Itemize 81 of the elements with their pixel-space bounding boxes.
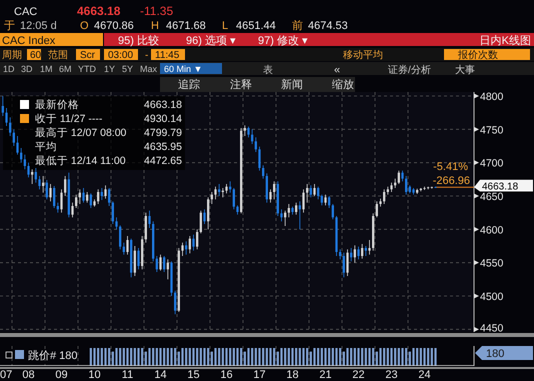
text: YTD — [78, 64, 96, 74]
y-tick-label: 4550 — [480, 258, 504, 270]
text: 3D — [21, 64, 34, 74]
annotation: 4635.95 — [144, 141, 182, 153]
y-tick-label: 4750 — [480, 124, 504, 136]
text: « — [334, 64, 340, 76]
x-tick-label: 11 — [122, 369, 134, 381]
text: 5Y — [122, 64, 134, 74]
x-tick-label: 07 — [0, 369, 12, 381]
text: 4663.18 — [77, 4, 121, 18]
text: 证券/分析 — [388, 64, 431, 76]
y-tick-label: 4600 — [480, 224, 504, 236]
x-tick-label: 22 — [352, 369, 365, 381]
text: 新闻 — [281, 78, 303, 91]
x-tick-label: 15 — [187, 369, 200, 381]
text: 96) 选项 ▾ — [186, 34, 236, 47]
text: 12:05 d — [20, 20, 57, 32]
text: 于 — [4, 20, 15, 32]
text: - — [145, 50, 148, 61]
y-tick-label: 4500 — [480, 291, 504, 303]
text: 报价次数 — [457, 49, 498, 61]
text: 表 — [263, 64, 273, 76]
x-tick-label: 24 — [418, 369, 431, 381]
x-tick-label: 10 — [88, 369, 101, 381]
annotation: 4930.14 — [144, 113, 182, 125]
text: 日内K线图 — [480, 34, 531, 47]
text: H — [151, 20, 159, 32]
text: 周期 — [2, 49, 22, 61]
text: 大事 — [455, 64, 475, 76]
annotation: -266.96 — [432, 175, 470, 187]
text: 60 Min ▼ — [164, 64, 202, 74]
y-tick-label: 4800 — [480, 91, 504, 103]
text: CAC — [14, 6, 38, 18]
text: 追踪 — [178, 78, 200, 91]
x-tick-label: 17 — [253, 369, 266, 381]
annotation: 收于 11/27 ---- — [35, 113, 103, 125]
text: 95) 比较 — [118, 34, 159, 47]
text: 范围 — [48, 49, 68, 61]
ref-line-label: 4663.18 — [482, 182, 519, 193]
text: 60 — [30, 50, 42, 61]
annotation: 跳价# 180 — [28, 350, 78, 362]
text: -11.35 — [140, 4, 174, 18]
text: 缩放 — [332, 78, 354, 91]
annotation: 4472.65 — [144, 155, 182, 167]
text: 4651.44 — [236, 20, 276, 32]
annotation: 4799.79 — [144, 127, 182, 139]
text: 4670.86 — [94, 20, 134, 32]
y-tick-label: 4650 — [480, 191, 504, 203]
annotation: -5.41% — [433, 161, 468, 173]
text: 1Y — [104, 64, 116, 74]
annotation: 最低于 12/14 11:00 — [35, 155, 126, 167]
annotation: 最新价格 — [35, 98, 79, 111]
x-tick-label: 21 — [319, 369, 332, 381]
text: 前 — [292, 20, 303, 32]
y-tick-label: 4700 — [480, 158, 504, 170]
x-tick-label: 09 — [55, 369, 68, 381]
text: Max — [140, 64, 158, 74]
text: 11:45 — [155, 50, 180, 61]
text: 1M — [40, 64, 53, 74]
text: 6M — [59, 64, 72, 74]
text: 移动平均 — [343, 49, 383, 61]
text: 97) 修改 ▾ — [258, 35, 308, 47]
annotation: 4663.18 — [144, 99, 182, 111]
x-tick-label: 14 — [154, 369, 167, 381]
text: 1D — [3, 64, 16, 74]
y-tick-label: 4450 — [480, 322, 504, 334]
text: 03:00 — [108, 50, 134, 61]
text: CAC Index — [2, 35, 56, 47]
x-tick-label: 08 — [22, 369, 35, 381]
x-tick-label: 23 — [385, 369, 398, 381]
text: 180 — [486, 348, 504, 360]
annotation: 最高于 12/07 08:00 — [35, 126, 127, 139]
annotation: 平均 — [35, 141, 57, 153]
text: O — [80, 20, 89, 32]
x-tick-label: 18 — [286, 369, 299, 381]
x-tick-label: 16 — [220, 369, 233, 381]
text: L — [222, 20, 228, 32]
text: 4671.68 — [166, 20, 206, 32]
text: 4674.53 — [308, 20, 348, 32]
text: Scr — [80, 50, 96, 61]
text: 注释 — [230, 78, 252, 91]
